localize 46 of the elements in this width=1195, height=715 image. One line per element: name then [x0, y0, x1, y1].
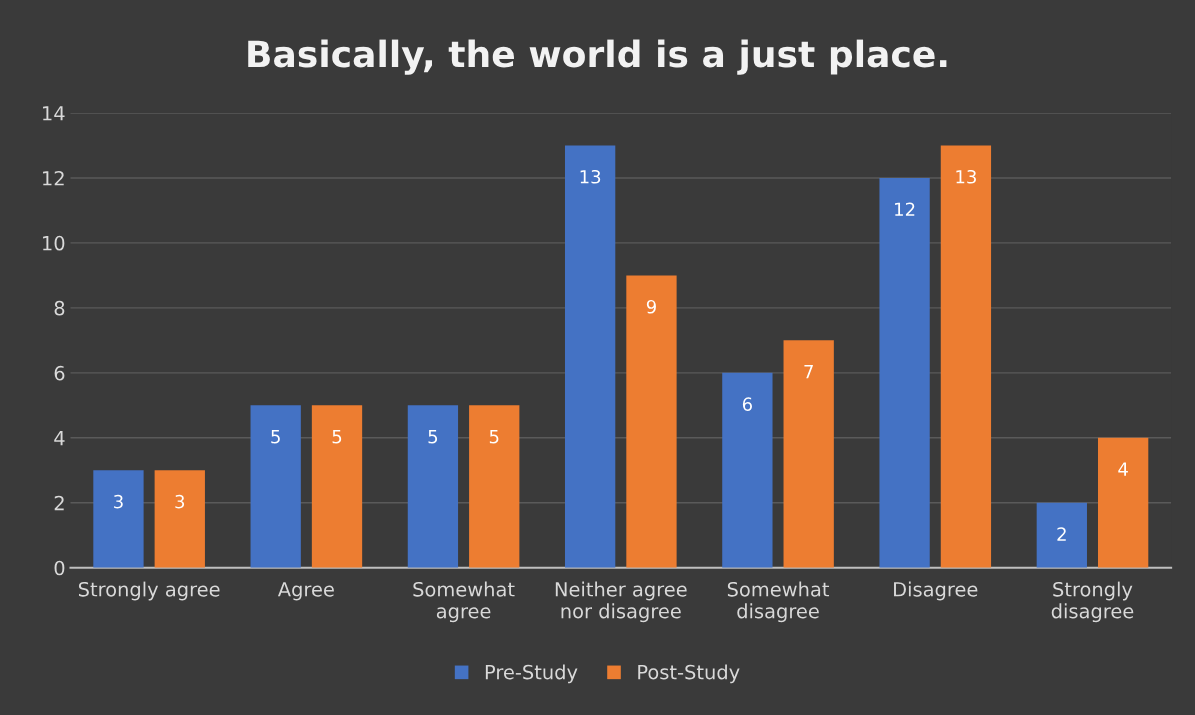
- legend-label: Post-Study: [638, 664, 740, 684]
- x-tick-label: Somewhat disagree: [727, 581, 830, 623]
- y-tick-label: 12: [43, 170, 64, 186]
- bar: [1036, 502, 1087, 568]
- y-tick-label: 8: [54, 300, 65, 316]
- bar: [407, 405, 459, 568]
- y-tick-label: 2: [54, 495, 64, 511]
- data-label: 13: [956, 169, 976, 184]
- bar: [783, 340, 834, 568]
- x-tick-label: Disagree: [894, 581, 978, 601]
- x-tick-label: Strongly agree: [78, 581, 220, 601]
- x-tick-label: Strongly disagree: [1051, 581, 1134, 623]
- bar: [469, 405, 520, 568]
- bar: [564, 145, 616, 568]
- data-label: 6: [742, 397, 752, 411]
- data-label: 2: [1057, 527, 1066, 541]
- x-tick-label: Neither agree nor disagree: [555, 581, 687, 623]
- data-label: 3: [175, 494, 185, 509]
- bar: [311, 405, 363, 568]
- x-tick-label: Agree: [277, 582, 334, 601]
- bar: [722, 372, 773, 568]
- bar: [250, 405, 301, 568]
- bar: [93, 470, 144, 568]
- y-tick-label: 10: [43, 235, 65, 251]
- y-tick-label: 6: [54, 365, 65, 381]
- data-label: 5: [271, 430, 280, 444]
- x-tick-label: Somewhat agree: [413, 581, 515, 623]
- y-tick-label: 0: [54, 560, 65, 576]
- chart-title: Basically, the world is a just place.: [248, 39, 947, 75]
- data-label: 5: [489, 430, 499, 444]
- data-label: 13: [580, 169, 601, 184]
- data-label: 5: [428, 430, 438, 444]
- bar: [879, 177, 930, 568]
- legend-label: Pre-Study: [485, 664, 578, 684]
- y-tick-label: 4: [54, 431, 65, 446]
- bar: [154, 470, 205, 568]
- bar: [1097, 437, 1149, 568]
- data-label: 5: [332, 430, 342, 444]
- data-label: 12: [895, 202, 915, 216]
- bar: [626, 275, 677, 568]
- data-label: 4: [1118, 462, 1128, 476]
- bar: [940, 145, 992, 568]
- data-label: 3: [114, 494, 123, 509]
- y-tick-label: 14: [43, 106, 65, 121]
- data-label: 7: [804, 365, 813, 379]
- data-label: 9: [646, 299, 656, 314]
